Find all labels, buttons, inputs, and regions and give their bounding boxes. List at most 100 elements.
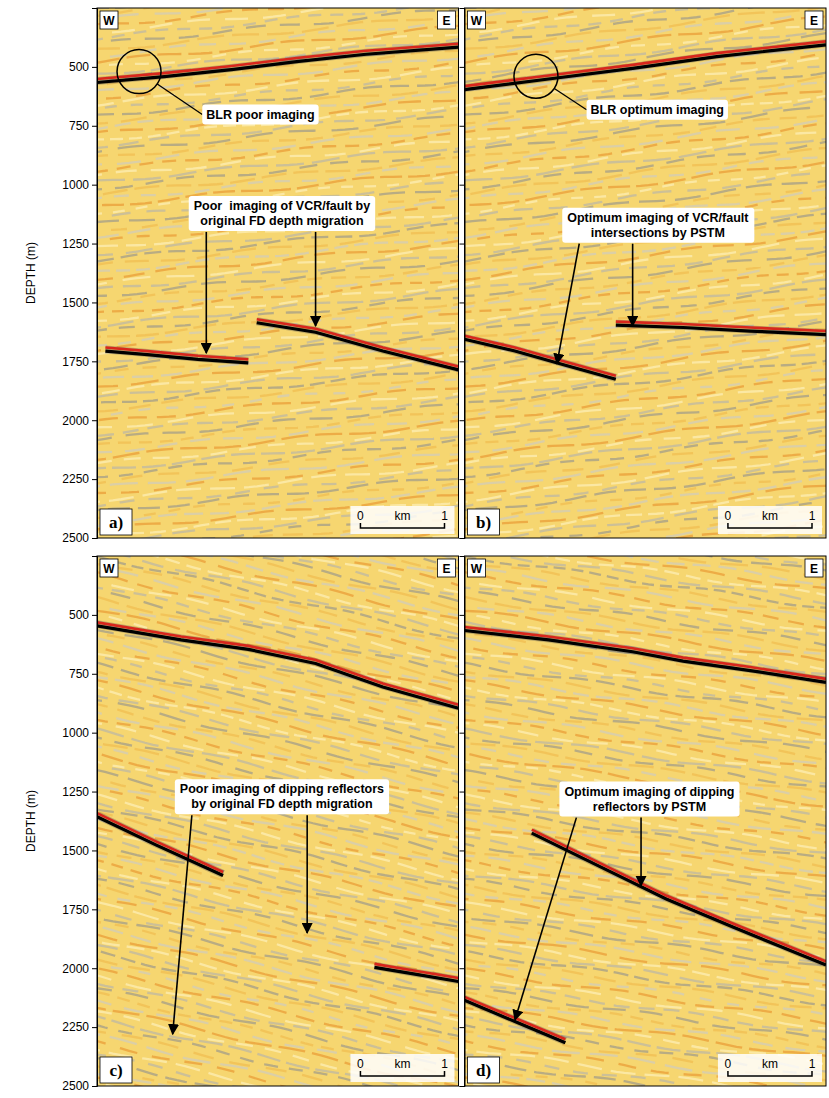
texture-stroke <box>465 297 827 346</box>
plot-area <box>97 8 459 538</box>
texture-stroke <box>465 98 827 148</box>
texture-stroke <box>465 597 827 652</box>
texture-stroke <box>97 429 459 463</box>
tick-mark <box>92 850 97 851</box>
label-box <box>805 11 823 29</box>
texture <box>97 8 459 538</box>
texture-stroke <box>97 76 459 109</box>
tick <box>460 420 465 421</box>
tick <box>460 909 465 910</box>
reflector <box>257 319 459 366</box>
tick-mark <box>92 244 97 245</box>
texture-stroke <box>465 141 827 190</box>
tick-label: 1000 <box>62 726 89 740</box>
arrow <box>315 232 317 326</box>
texture-stroke <box>97 108 459 148</box>
tick-label: 1250 <box>62 785 89 799</box>
texture-stroke <box>465 123 827 172</box>
direction-label: E <box>805 559 823 577</box>
texture-stroke <box>97 232 459 265</box>
tick-mark <box>92 420 97 421</box>
axis-title: DEPTH (m) <box>24 790 38 852</box>
letter-text: b) <box>476 513 491 532</box>
texture-stroke <box>465 156 827 198</box>
texture-stroke <box>465 273 827 321</box>
texture-stroke <box>465 950 827 1005</box>
texture-stroke <box>465 132 827 175</box>
texture-stroke <box>465 452 827 501</box>
reflector <box>105 348 248 360</box>
figure: 5007501000125015001750200022502500DEPTH … <box>0 0 829 1098</box>
arrow <box>557 244 579 364</box>
tick-label: 1750 <box>62 355 89 369</box>
tick-mark <box>460 479 465 480</box>
axis-line <box>460 9 466 539</box>
annotation-line: Optimum imaging of VCR/fault <box>567 211 749 225</box>
label-box <box>805 559 823 577</box>
y-axis <box>460 557 466 1087</box>
texture-stroke <box>465 1082 827 1086</box>
tick: 500 <box>69 60 97 74</box>
texture-stroke <box>97 438 459 477</box>
texture-stroke <box>97 945 459 1031</box>
background <box>465 556 827 1086</box>
circle-label: BLR optimum imaging <box>591 103 724 117</box>
direction-label: W <box>100 11 118 29</box>
texture-stroke <box>465 94 827 139</box>
texture-stroke <box>465 402 827 444</box>
tick: 1750 <box>62 355 97 369</box>
tick-mark <box>92 361 97 362</box>
texture-stroke <box>97 502 459 535</box>
annotation: Optimum imaging of VCR/faultintersection… <box>557 208 754 364</box>
circle <box>117 50 161 94</box>
plot-area <box>465 8 827 538</box>
tick-label: 2000 <box>62 414 89 428</box>
annotation-text: Optimum imaging of VCR/faultintersection… <box>567 211 749 240</box>
scale-unit: km <box>394 509 410 523</box>
texture-stroke <box>465 460 827 506</box>
plot-area <box>97 556 459 1086</box>
texture-stroke <box>465 833 827 885</box>
texture-stroke <box>97 51 459 86</box>
tick: 1750 <box>62 903 97 917</box>
tick: 2500 <box>62 1079 97 1093</box>
texture-stroke <box>465 737 827 787</box>
texture-stroke <box>465 638 827 694</box>
texture-stroke <box>97 364 459 397</box>
texture-stroke <box>465 746 827 802</box>
scale-bar-background <box>718 506 822 534</box>
reflector <box>257 323 459 370</box>
texture-stroke <box>465 614 827 671</box>
leader-line <box>554 88 586 109</box>
arrow <box>515 818 576 1020</box>
texture-stroke <box>97 38 459 74</box>
annotation-text: Poor imaging of VCR/fault byoriginal FD … <box>194 199 370 228</box>
annotation: Optimum imaging of dippingreflectors by … <box>515 782 740 1020</box>
texture-stroke <box>465 320 827 370</box>
texture-stroke <box>97 743 459 825</box>
label-box <box>100 559 118 577</box>
texture-stroke <box>465 395 827 440</box>
letter-box <box>100 1057 132 1083</box>
scale-bar-background <box>350 506 454 534</box>
tick-mark <box>460 244 465 245</box>
texture-stroke <box>465 942 827 991</box>
tick-label: 750 <box>69 667 89 681</box>
tick-mark <box>460 420 465 421</box>
tick: 1500 <box>62 296 97 310</box>
label-background <box>189 196 375 231</box>
tick-label: 500 <box>69 608 89 622</box>
panel-letter: d) <box>468 1057 500 1083</box>
texture-stroke <box>97 753 459 838</box>
scale-unit: km <box>762 509 778 523</box>
reflector <box>465 336 616 376</box>
texture-stroke <box>465 279 827 328</box>
texture-stroke <box>465 8 827 19</box>
texture-stroke <box>465 184 827 230</box>
scale-label: 1 <box>441 1057 448 1071</box>
letter-box <box>468 509 500 535</box>
scale-bar: 01km <box>718 1054 822 1082</box>
tick <box>460 479 465 480</box>
texture-stroke <box>465 534 827 538</box>
texture-stroke <box>97 260 459 296</box>
